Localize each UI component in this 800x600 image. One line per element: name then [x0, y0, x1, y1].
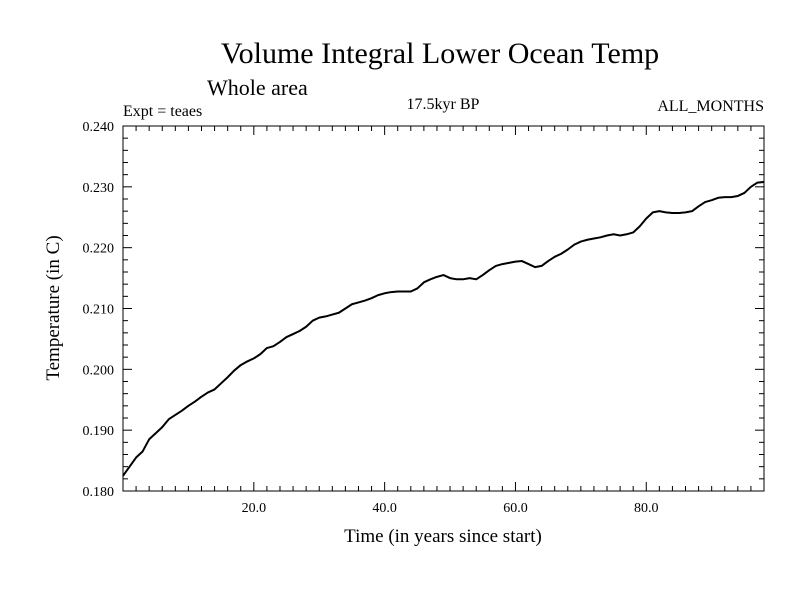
chart-title: Volume Integral Lower Ocean Temp: [221, 37, 659, 70]
x-tick-labels: 20.0 40.0 60.0 80.0: [242, 501, 659, 516]
experiment-label: Expt = teaes: [123, 103, 202, 120]
y-tick-label: 0.230: [83, 181, 115, 196]
y-tick-label: 0.180: [83, 485, 115, 500]
plot-frame: [122, 125, 765, 492]
x-tick-label: 60.0: [503, 501, 528, 516]
months-label: ALL_MONTHS: [657, 98, 764, 115]
y-tick-label: 0.200: [83, 363, 115, 378]
x-tick-label: 40.0: [372, 501, 397, 516]
y-tick-label: 0.220: [83, 242, 115, 257]
y-tick-label: 0.210: [83, 303, 115, 318]
temperature-series-line: [122, 180, 765, 477]
x-tick-label: 20.0: [242, 501, 267, 516]
y-tick-labels: 0.180 0.190 0.200 0.210 0.220 0.230 0.240: [83, 120, 115, 500]
chart-subtitle: Whole area: [207, 75, 308, 100]
x-tick-label: 80.0: [634, 501, 659, 516]
y-axis-label: Temperature (in C): [43, 235, 64, 380]
axis-ticks: [123, 126, 764, 491]
x-axis-label: Time (in years since start): [344, 526, 542, 547]
y-tick-label: 0.240: [83, 120, 115, 135]
y-tick-label: 0.190: [83, 424, 115, 439]
period-label: 17.5kyr BP: [407, 96, 480, 113]
